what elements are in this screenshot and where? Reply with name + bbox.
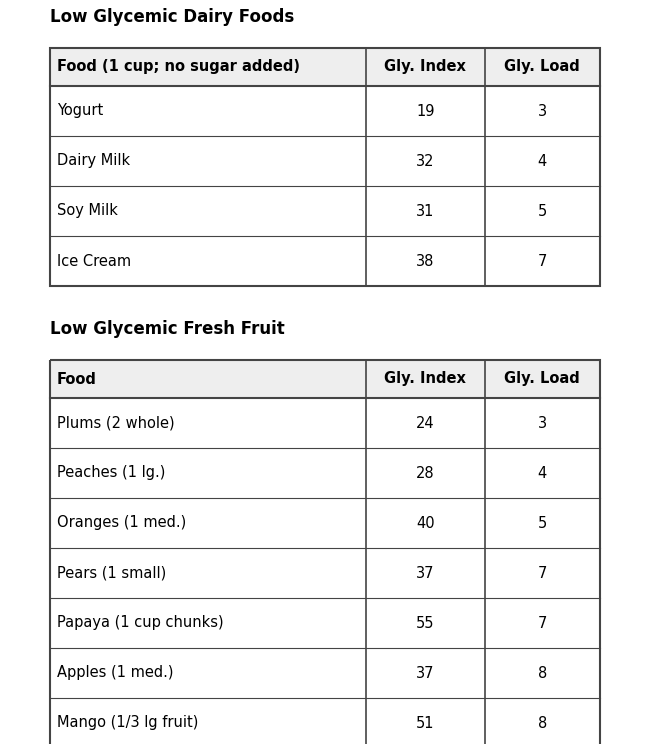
Text: Mango (1/3 lg fruit): Mango (1/3 lg fruit) — [57, 716, 198, 731]
Text: 7: 7 — [538, 565, 547, 580]
Text: 24: 24 — [416, 415, 435, 431]
Text: Apples (1 med.): Apples (1 med.) — [57, 665, 174, 681]
Text: 7: 7 — [538, 254, 547, 269]
Text: 40: 40 — [416, 516, 435, 530]
Text: Plums (2 whole): Plums (2 whole) — [57, 415, 175, 431]
Text: Gly. Index: Gly. Index — [384, 371, 466, 386]
Text: Gly. Load: Gly. Load — [504, 371, 580, 386]
Text: Soy Milk: Soy Milk — [57, 204, 118, 219]
Text: 5: 5 — [538, 204, 547, 219]
Text: 8: 8 — [538, 716, 547, 731]
Text: Low Glycemic Fresh Fruit: Low Glycemic Fresh Fruit — [50, 320, 285, 338]
Text: Peaches (1 lg.): Peaches (1 lg.) — [57, 466, 165, 481]
Text: Ice Cream: Ice Cream — [57, 254, 131, 269]
Bar — [50, 360, 600, 398]
Text: 32: 32 — [416, 153, 435, 168]
Text: 37: 37 — [416, 565, 435, 580]
Text: 28: 28 — [416, 466, 435, 481]
Text: Low Glycemic Dairy Foods: Low Glycemic Dairy Foods — [50, 8, 294, 26]
Text: 55: 55 — [416, 615, 435, 630]
Text: Food: Food — [57, 371, 97, 386]
Text: 3: 3 — [538, 103, 547, 118]
Text: 3: 3 — [538, 415, 547, 431]
Text: Gly. Load: Gly. Load — [504, 60, 580, 74]
Text: 4: 4 — [538, 153, 547, 168]
Text: Papaya (1 cup chunks): Papaya (1 cup chunks) — [57, 615, 224, 630]
Text: Gly. Index: Gly. Index — [384, 60, 466, 74]
Text: Yogurt: Yogurt — [57, 103, 103, 118]
Text: 19: 19 — [416, 103, 435, 118]
Text: 51: 51 — [416, 716, 435, 731]
Text: Oranges (1 med.): Oranges (1 med.) — [57, 516, 187, 530]
Bar — [50, 360, 600, 744]
Text: 37: 37 — [416, 665, 435, 681]
Bar — [50, 48, 600, 86]
Text: Dairy Milk: Dairy Milk — [57, 153, 130, 168]
Text: 7: 7 — [538, 615, 547, 630]
Text: Food (1 cup; no sugar added): Food (1 cup; no sugar added) — [57, 60, 300, 74]
Bar — [50, 48, 600, 286]
Text: 8: 8 — [538, 665, 547, 681]
Text: Pears (1 small): Pears (1 small) — [57, 565, 166, 580]
Text: 4: 4 — [538, 466, 547, 481]
Text: 31: 31 — [416, 204, 435, 219]
Text: 38: 38 — [416, 254, 435, 269]
Text: 5: 5 — [538, 516, 547, 530]
